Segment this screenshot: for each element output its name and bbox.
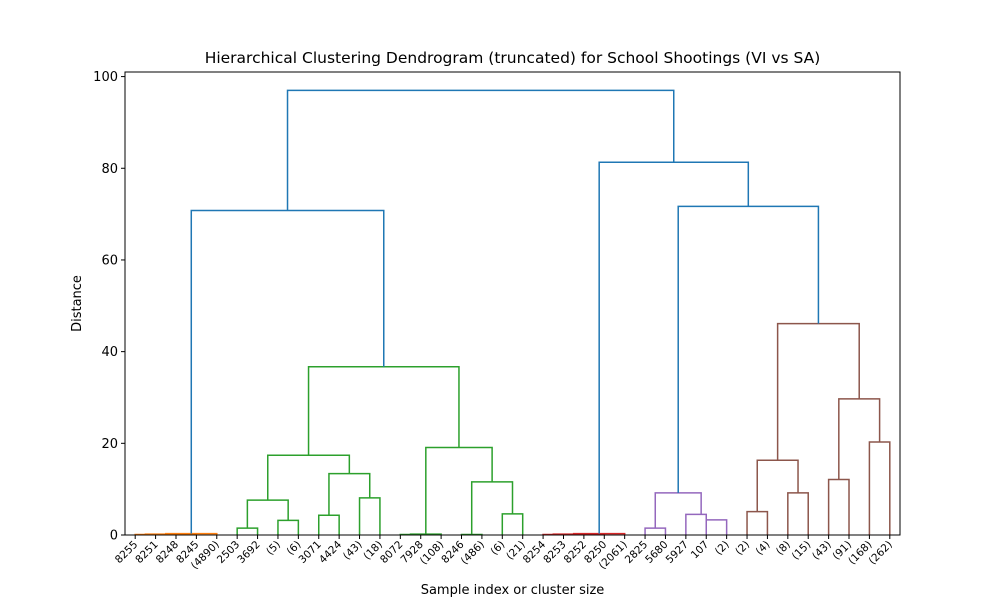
y-axis: 0 20 40 60 80 100: [93, 70, 125, 544]
y-tick-label: 80: [101, 162, 118, 177]
y-tick-label: 100: [93, 70, 118, 85]
y-tick-label: 0: [110, 529, 118, 544]
dendrogram-link-26: [705, 519, 728, 535]
x-axis-label: Sample index or cluster size: [421, 583, 605, 598]
dendrogram-link-37: [286, 89, 675, 211]
y-tick-label: 40: [101, 345, 118, 360]
chart-title: Hierarchical Clustering Dendrogram (trun…: [205, 49, 821, 67]
y-tick-label: 60: [101, 253, 118, 268]
y-axis-label: Distance: [70, 275, 85, 332]
y-tick-label: 20: [101, 437, 118, 452]
plot-frame: [124, 71, 901, 536]
